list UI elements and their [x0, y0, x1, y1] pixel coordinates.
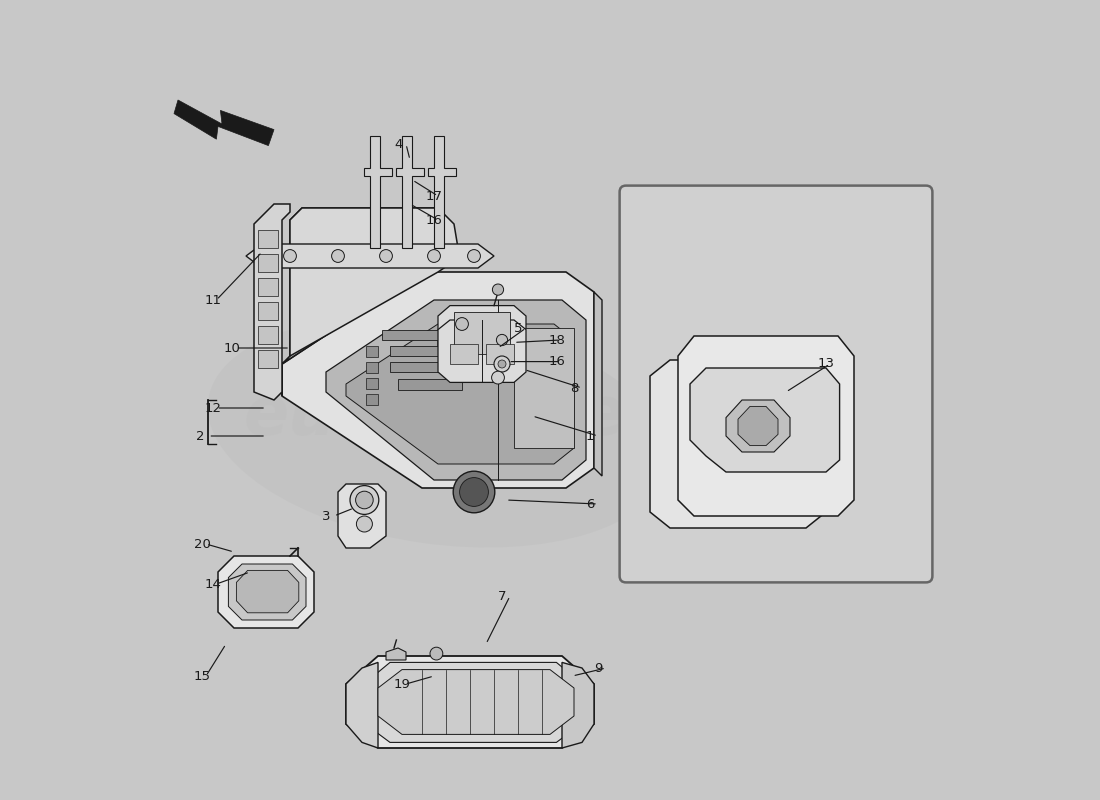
Circle shape: [430, 647, 443, 660]
Polygon shape: [246, 244, 494, 268]
Text: 3: 3: [322, 510, 330, 522]
Polygon shape: [386, 648, 406, 660]
Text: 18: 18: [549, 334, 565, 346]
Polygon shape: [346, 656, 594, 748]
Text: 19: 19: [394, 678, 411, 690]
Circle shape: [494, 356, 510, 372]
Circle shape: [350, 486, 378, 514]
Text: 20: 20: [194, 538, 211, 550]
Polygon shape: [364, 136, 393, 248]
Polygon shape: [738, 406, 778, 446]
Text: 6: 6: [586, 498, 594, 510]
Polygon shape: [390, 346, 454, 356]
Polygon shape: [726, 400, 790, 452]
Text: 10: 10: [223, 342, 241, 354]
Polygon shape: [366, 394, 378, 405]
Polygon shape: [258, 278, 278, 296]
Text: eurospares: eurospares: [243, 383, 664, 449]
Text: 1: 1: [586, 430, 594, 442]
Polygon shape: [338, 484, 386, 548]
Polygon shape: [366, 378, 378, 389]
Polygon shape: [326, 300, 586, 480]
Polygon shape: [390, 362, 454, 372]
Text: 16: 16: [426, 214, 443, 226]
Polygon shape: [366, 362, 378, 373]
Circle shape: [468, 250, 481, 262]
Text: 16: 16: [549, 355, 565, 368]
Polygon shape: [398, 379, 462, 390]
Polygon shape: [258, 254, 278, 272]
Circle shape: [379, 250, 393, 262]
Polygon shape: [218, 556, 314, 628]
Text: 15: 15: [194, 670, 211, 682]
Polygon shape: [229, 564, 306, 620]
Polygon shape: [594, 292, 602, 476]
Polygon shape: [282, 272, 594, 488]
Circle shape: [284, 250, 296, 262]
Circle shape: [331, 250, 344, 262]
Circle shape: [356, 516, 373, 532]
Polygon shape: [362, 662, 584, 742]
Polygon shape: [454, 312, 510, 354]
Circle shape: [455, 318, 469, 330]
Ellipse shape: [208, 317, 669, 547]
Circle shape: [492, 371, 505, 384]
Text: 14: 14: [205, 578, 221, 590]
Polygon shape: [438, 306, 526, 358]
Polygon shape: [258, 302, 278, 320]
Text: 12: 12: [205, 402, 221, 414]
Polygon shape: [290, 208, 458, 356]
Text: 5: 5: [514, 322, 522, 334]
Polygon shape: [254, 204, 290, 400]
Polygon shape: [236, 570, 299, 613]
Polygon shape: [690, 368, 839, 472]
Polygon shape: [346, 662, 378, 748]
Circle shape: [453, 471, 495, 513]
Circle shape: [428, 250, 440, 262]
Polygon shape: [382, 330, 446, 340]
Polygon shape: [678, 336, 854, 516]
Polygon shape: [174, 100, 274, 146]
Polygon shape: [562, 662, 594, 748]
Text: 2: 2: [197, 430, 205, 442]
Polygon shape: [258, 326, 278, 344]
Polygon shape: [438, 320, 526, 382]
Text: 7: 7: [498, 590, 506, 602]
Polygon shape: [366, 346, 378, 357]
Polygon shape: [378, 670, 574, 734]
Polygon shape: [258, 230, 278, 248]
Text: 8: 8: [570, 382, 579, 394]
Circle shape: [496, 334, 507, 346]
Text: 11: 11: [205, 294, 221, 306]
Text: 9: 9: [594, 662, 603, 674]
Text: 17: 17: [426, 190, 443, 202]
Polygon shape: [282, 208, 438, 396]
Polygon shape: [428, 136, 456, 248]
Circle shape: [498, 360, 506, 368]
Polygon shape: [346, 324, 574, 464]
Polygon shape: [450, 344, 478, 364]
Circle shape: [355, 491, 373, 509]
Polygon shape: [486, 344, 514, 364]
Text: 4: 4: [394, 138, 403, 150]
Polygon shape: [258, 350, 278, 368]
Polygon shape: [650, 360, 826, 528]
Circle shape: [460, 478, 488, 506]
Polygon shape: [514, 328, 574, 448]
FancyBboxPatch shape: [619, 186, 933, 582]
Circle shape: [493, 284, 504, 295]
Polygon shape: [396, 136, 425, 248]
Text: 13: 13: [818, 358, 835, 370]
